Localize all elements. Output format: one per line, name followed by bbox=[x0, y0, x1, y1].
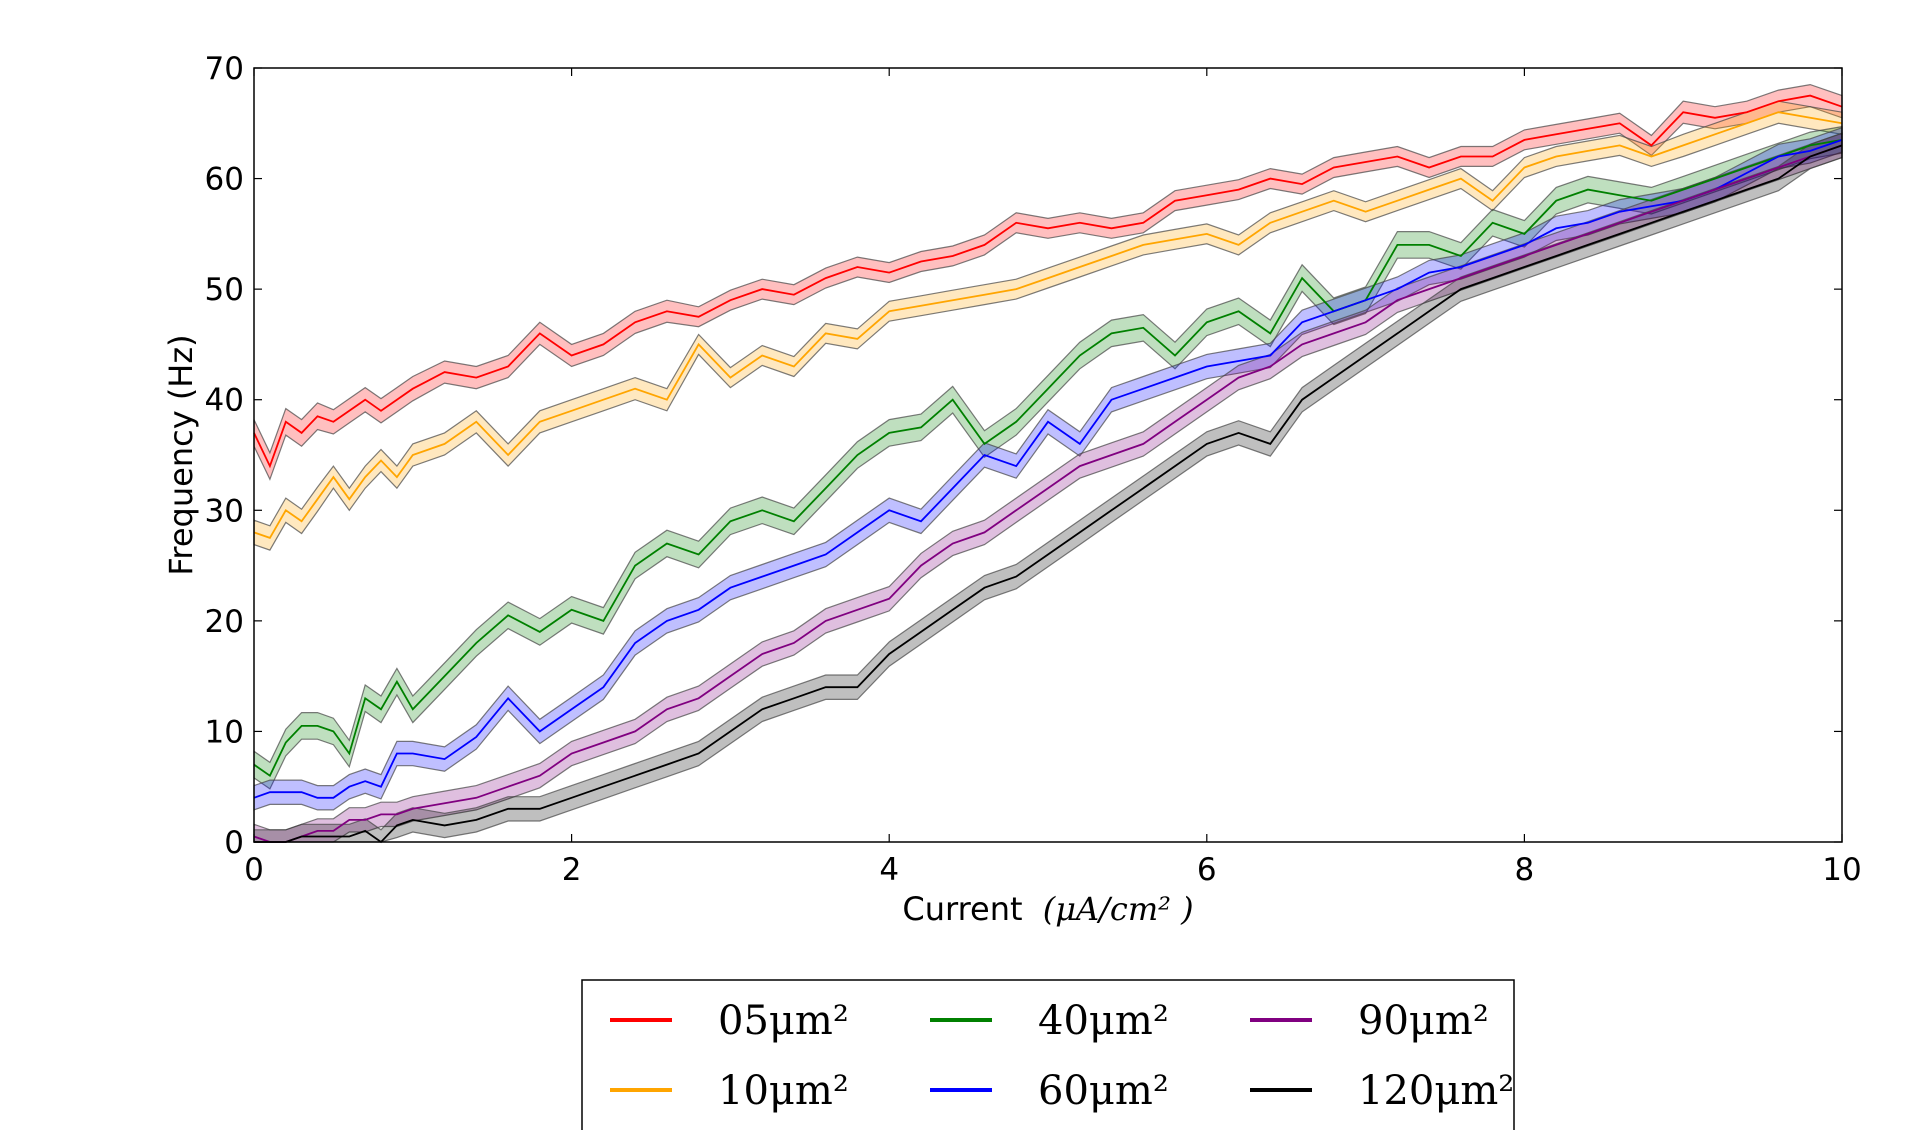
line-series-2 bbox=[253, 111, 1843, 539]
line-series-4 bbox=[253, 139, 1843, 799]
line-series-6 bbox=[254, 144, 1843, 844]
legend-label-1: 05μm² bbox=[718, 998, 849, 1044]
y-axis-ticks: 0 10 20 30 40 50 60 70 bbox=[205, 51, 1842, 861]
series-lines bbox=[253, 94, 1843, 844]
y-tick-label: 30 bbox=[205, 493, 244, 529]
legend-label-6: 120μm² bbox=[1358, 1068, 1514, 1114]
legend-label-4: 60μm² bbox=[1038, 1068, 1169, 1114]
legend: 05μm² 10μm² 40μm² 60μm² 90μm² 120μm² bbox=[581, 979, 1515, 1130]
legend-label-2: 10μm² bbox=[718, 1068, 849, 1114]
x-tick-label: 6 bbox=[1197, 852, 1217, 888]
legend-label-3: 40μm² bbox=[1038, 998, 1169, 1044]
y-axis-label: Frequency (Hz) bbox=[162, 334, 200, 575]
x-tick-label: 0 bbox=[244, 852, 264, 888]
x-axis-label-units: (μA/cm² ) bbox=[1043, 890, 1194, 928]
y-tick-label: 0 bbox=[224, 825, 244, 861]
x-tick-label: 2 bbox=[562, 852, 582, 888]
y-tick-label: 40 bbox=[205, 383, 244, 419]
line-series-5 bbox=[253, 144, 1843, 843]
line-series-1 bbox=[253, 94, 1843, 469]
x-axis-ticks: 0 2 4 6 8 10 bbox=[244, 68, 1862, 888]
x-tick-label: 10 bbox=[1822, 852, 1861, 888]
x-axis-label: Current (μA/cm² ) bbox=[902, 890, 1193, 928]
y-tick-label: 10 bbox=[205, 714, 244, 750]
x-tick-label: 4 bbox=[879, 852, 899, 888]
y-tick-label: 70 bbox=[205, 51, 244, 87]
y-tick-label: 50 bbox=[205, 272, 244, 308]
x-axis-label-text: Current bbox=[902, 890, 1022, 928]
y-tick-label: 20 bbox=[205, 604, 244, 640]
x-tick-label: 8 bbox=[1515, 852, 1535, 888]
legend-frame bbox=[581, 979, 1515, 1130]
y-tick-label: 60 bbox=[205, 162, 244, 198]
line-series-3 bbox=[253, 139, 1843, 778]
plot-frame bbox=[253, 67, 1843, 843]
legend-label-5: 90μm² bbox=[1358, 998, 1489, 1044]
